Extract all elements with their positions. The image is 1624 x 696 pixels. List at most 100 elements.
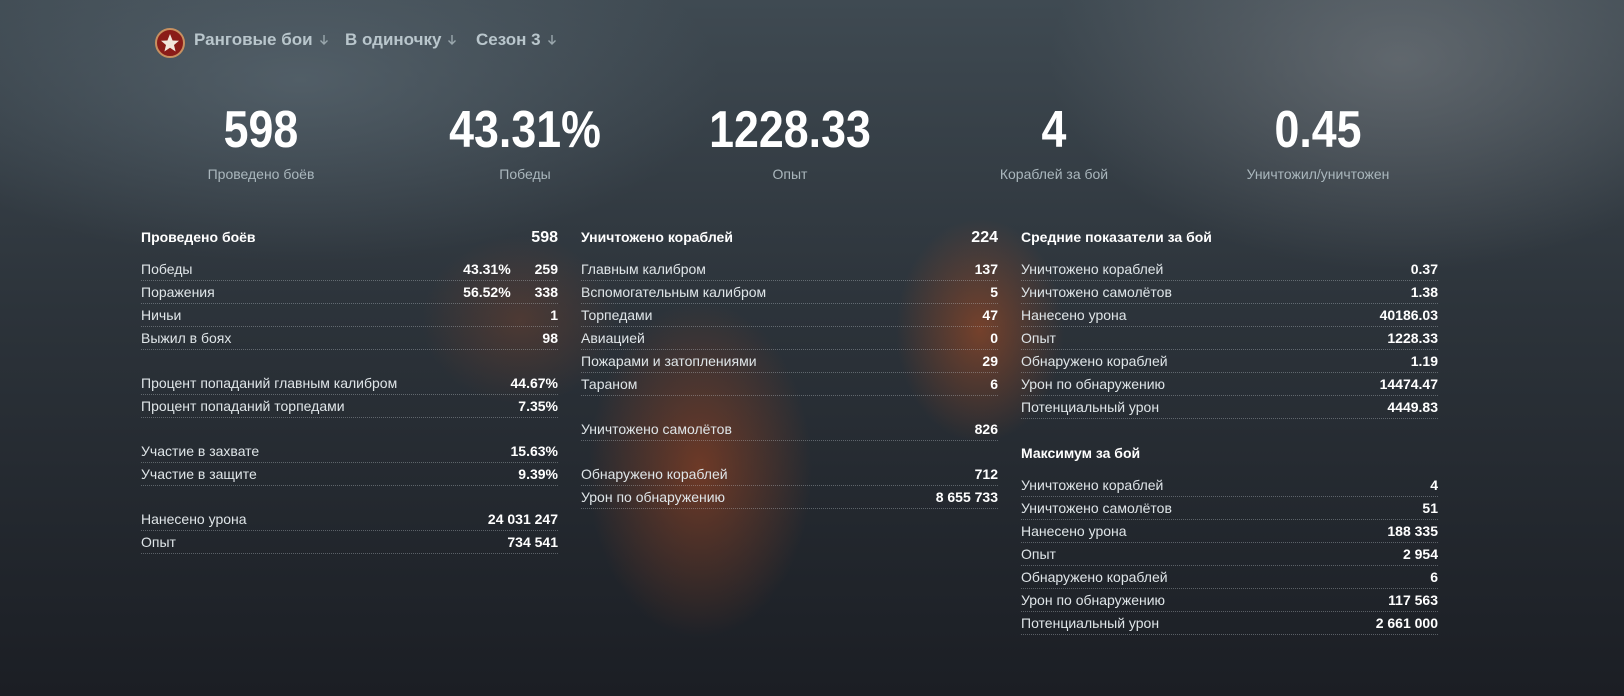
stat-label: Поражения bbox=[141, 284, 215, 300]
stat-label: Авиацией bbox=[581, 330, 645, 346]
stat-value: 1 bbox=[550, 307, 558, 323]
stat-row: Авиацией 0 bbox=[581, 327, 998, 350]
stat-values: 826 bbox=[975, 421, 998, 437]
stat-value: 137 bbox=[974, 261, 998, 277]
dropdown-arrow bbox=[448, 35, 457, 45]
stat-label: Урон по обнаружению bbox=[581, 489, 726, 505]
stat-value: 24 031 247 bbox=[487, 511, 558, 527]
stat-values: 43.31% 259 bbox=[463, 261, 558, 277]
nav-dropdown[interactable]: Ранговые бои bbox=[194, 30, 329, 50]
stat-value: 1.19 bbox=[1410, 353, 1438, 369]
stat-values: 1 bbox=[550, 307, 558, 323]
stat-label: Пожарами и затоплениями bbox=[581, 353, 757, 369]
section-header: Максимум за бой bbox=[1021, 445, 1438, 461]
stat-values: 44.67% bbox=[511, 375, 558, 391]
summary-label: Проведено боёв bbox=[207, 166, 315, 182]
stat-label: Потенциальный урон bbox=[1021, 615, 1160, 631]
stat-values: 1228.33 bbox=[1387, 330, 1438, 346]
stat-value: 40186.03 bbox=[1379, 307, 1438, 323]
stat-row: Уничтожено кораблей 0.37 bbox=[1021, 258, 1438, 281]
stat-label: Нанесено урона bbox=[1021, 523, 1127, 539]
stat-label: Выжил в боях bbox=[141, 330, 232, 346]
stat-values: 0 bbox=[990, 330, 998, 346]
stat-row: Участие в захвате 15.63% bbox=[141, 440, 558, 463]
stat-value: 43.31% bbox=[463, 261, 511, 277]
stat-label: Опыт bbox=[1021, 330, 1056, 346]
stat-row: Опыт 2 954 bbox=[1021, 543, 1438, 566]
stat-values: 7.35% bbox=[518, 398, 558, 414]
stat-values: 4449.83 bbox=[1387, 399, 1438, 415]
stat-label: Участие в захвате bbox=[141, 443, 260, 459]
stat-label: Победы bbox=[141, 261, 193, 277]
stat-values: 2 954 bbox=[1403, 546, 1438, 562]
summary-label: Кораблей за бой bbox=[999, 166, 1109, 182]
stat-label: Процент попаданий главным калибром bbox=[141, 375, 398, 391]
summary-value: 4 bbox=[1041, 101, 1067, 159]
stat-row: Нанесено урона 40186.03 bbox=[1021, 304, 1438, 327]
stat-value: 2 954 bbox=[1402, 546, 1438, 562]
stat-value: 0.37 bbox=[1410, 261, 1438, 277]
summary-value: 43.31% bbox=[449, 101, 601, 159]
stat-row: Выжил в боях 98 bbox=[141, 327, 558, 350]
stat-row: Нанесено урона 188 335 bbox=[1021, 520, 1438, 543]
stat-row: Урон по обнаружению 117 563 bbox=[1021, 589, 1438, 612]
stat-label: Обнаружено кораблей bbox=[1021, 569, 1168, 585]
stat-values: 734 541 bbox=[507, 534, 558, 550]
stat-value: 9.39% bbox=[518, 466, 558, 482]
stat-row: Тараном 6 bbox=[581, 373, 998, 396]
summary-value: 0.45 bbox=[1274, 101, 1362, 159]
stat-value: 2 661 000 bbox=[1375, 615, 1438, 631]
stat-row: Нанесено урона 24 031 247 bbox=[141, 508, 558, 531]
stat-value: 6 bbox=[1430, 569, 1438, 585]
summary-label: Победы bbox=[499, 166, 551, 182]
stat-label: Главным калибром bbox=[581, 261, 706, 277]
stat-label: Опыт bbox=[1021, 546, 1056, 562]
stat-row: Уничтожено кораблей 4 bbox=[1021, 474, 1438, 497]
stat-value: 826 bbox=[974, 421, 998, 437]
stat-label: Опыт bbox=[141, 534, 176, 550]
stat-values: 15.63% bbox=[511, 443, 558, 459]
summary-value: 1228.33 bbox=[709, 101, 871, 159]
stat-row: Обнаружено кораблей 1.19 bbox=[1021, 350, 1438, 373]
summary-label: Опыт bbox=[772, 166, 808, 182]
stat-values: 6 bbox=[990, 376, 998, 392]
stat-value: 5 bbox=[990, 284, 998, 300]
stat-row: Уничтожено самолётов 826 bbox=[581, 418, 998, 441]
stat-value: 1.38 bbox=[1410, 284, 1438, 300]
stat-values: 188 335 bbox=[1387, 523, 1438, 539]
stat-values: 56.52% 338 bbox=[463, 284, 558, 300]
stat-label: Тараном bbox=[581, 376, 638, 392]
stat-value: 8 655 733 bbox=[935, 489, 998, 505]
stat-label: Обнаружено кораблей bbox=[1021, 353, 1168, 369]
stat-values: 98 bbox=[542, 330, 558, 346]
stat-row: Уничтожено самолётов 1.38 bbox=[1021, 281, 1438, 304]
stat-row: Участие в защите 9.39% bbox=[141, 463, 558, 486]
stat-values: 8 655 733 bbox=[936, 489, 998, 505]
stat-value: 4 bbox=[1430, 477, 1438, 493]
stat-row: Обнаружено кораблей 712 bbox=[581, 463, 998, 486]
dropdown-arrow bbox=[319, 35, 328, 45]
section-header: Проведено боёв 598 bbox=[141, 229, 558, 247]
section-total: 598 bbox=[531, 229, 558, 246]
stat-row: Торпедами 47 bbox=[581, 304, 998, 327]
section-header: Уничтожено кораблей 224 bbox=[581, 229, 998, 247]
stat-label: Процент попаданий торпедами bbox=[141, 398, 345, 414]
stat-label: Уничтожено самолётов bbox=[1021, 500, 1172, 516]
stat-value: 117 563 bbox=[1388, 592, 1438, 608]
stat-row: Урон по обнаружению 14474.47 bbox=[1021, 373, 1438, 396]
stat-label: Уничтожено кораблей bbox=[1021, 477, 1164, 493]
stat-values: 51 bbox=[1422, 500, 1438, 516]
stat-row: Поражения 56.52% 338 bbox=[141, 281, 558, 304]
nav-dropdown[interactable]: В одиночку bbox=[345, 30, 457, 50]
stat-values: 117 563 bbox=[1388, 592, 1438, 608]
stat-value: 338 bbox=[534, 284, 558, 300]
stat-value: 1228.33 bbox=[1387, 330, 1438, 346]
stat-label: Участие в защите bbox=[141, 466, 257, 482]
section-title: Проведено боёв bbox=[141, 229, 256, 245]
stat-values: 1.38 bbox=[1411, 284, 1438, 300]
stat-row: Вспомогательным калибром 5 bbox=[581, 281, 998, 304]
nav-dropdown[interactable]: Сезон 3 bbox=[476, 30, 557, 50]
stat-values: 4 bbox=[1430, 477, 1438, 493]
stat-value: 56.52% bbox=[463, 284, 511, 300]
stat-values: 9.39% bbox=[518, 466, 558, 482]
